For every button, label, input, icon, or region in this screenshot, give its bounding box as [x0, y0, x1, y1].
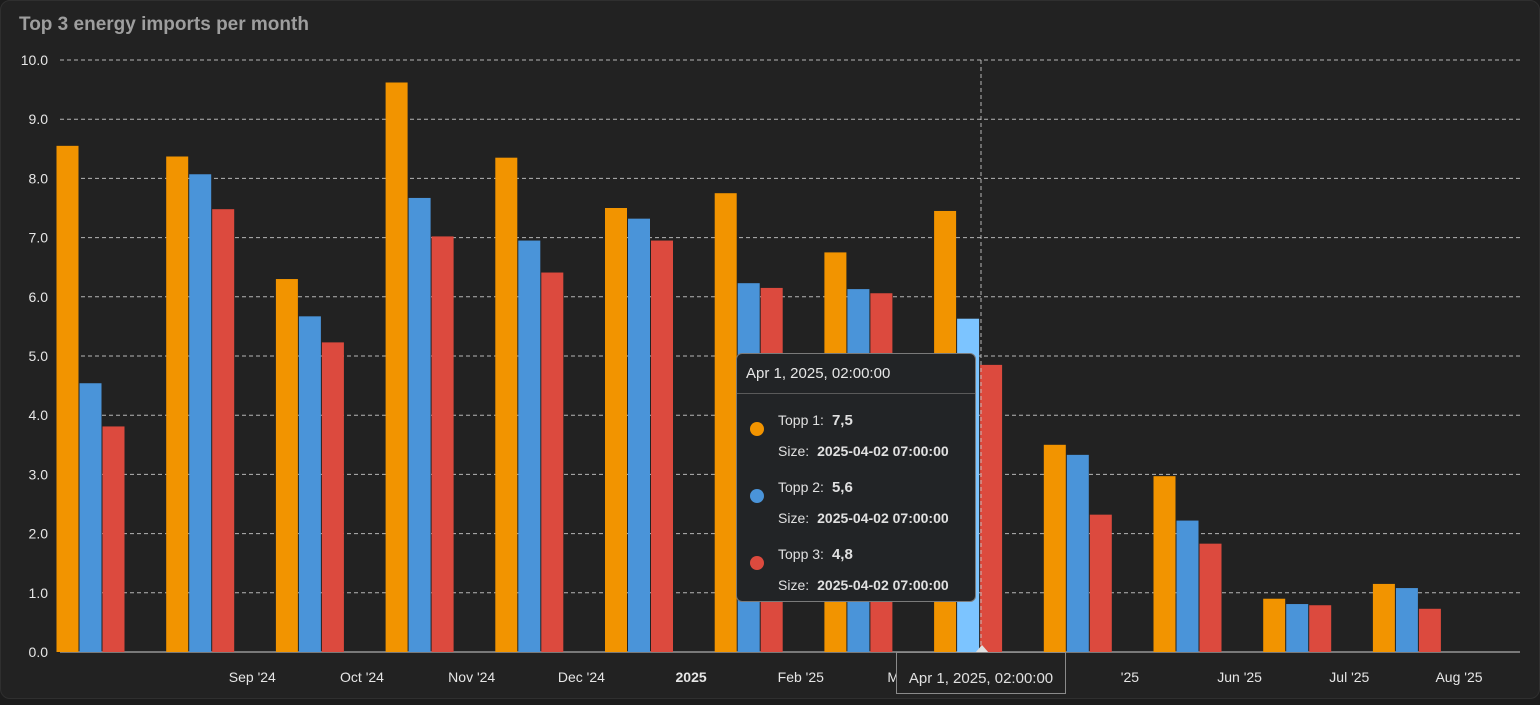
bar-topp1-2[interactable]	[275, 279, 298, 652]
x-tick-label: Sep '24	[229, 669, 276, 685]
bar-topp2-1[interactable]	[189, 174, 212, 653]
bar-topp2-12[interactable]	[1395, 588, 1418, 652]
bar-topp3-10[interactable]	[1199, 543, 1222, 652]
topp1-legend-dot-icon	[750, 422, 764, 436]
bar-topp2-0[interactable]	[79, 383, 102, 652]
y-tick-label: 3.0	[29, 466, 49, 482]
x-tick-label: '25	[1121, 669, 1139, 685]
tooltip-series-value: 5,6	[831, 479, 853, 496]
bar-topp2-9[interactable]	[1066, 454, 1089, 652]
bar-topp1-9[interactable]	[1043, 444, 1066, 652]
bar-topp2-11[interactable]	[1286, 604, 1309, 652]
bar-topp3-12[interactable]	[1418, 608, 1441, 652]
bar-topp3-8[interactable]	[980, 364, 1003, 652]
y-tick-label: 10.0	[21, 52, 48, 68]
bar-topp1-6[interactable]	[714, 193, 737, 652]
tooltip-size-value: 2025-04-02 07:00:00	[817, 510, 949, 526]
tooltip-header: Apr 1, 2025, 02:00:00	[737, 354, 975, 394]
bar-topp1-4[interactable]	[495, 157, 518, 652]
bar-topp3-4[interactable]	[541, 272, 564, 652]
bar-topp1-1[interactable]	[166, 156, 189, 652]
bar-topp1-10[interactable]	[1153, 476, 1176, 652]
tooltip-series-label: Topp 3:	[778, 546, 824, 562]
bar-topp3-11[interactable]	[1309, 605, 1332, 652]
y-tick-label: 1.0	[29, 585, 49, 601]
bar-topp3-3[interactable]	[431, 236, 454, 652]
x-tick-label: Feb '25	[778, 669, 824, 685]
bar-topp2-3[interactable]	[408, 197, 431, 652]
bar-topp2-2[interactable]	[298, 316, 321, 652]
tooltip-size-label: Size:	[778, 510, 810, 526]
x-tick-label: 2025	[676, 669, 707, 685]
x-tick-label: Dec '24	[558, 669, 605, 685]
chart-title: Top 3 energy imports per month	[19, 14, 309, 35]
y-tick-label: 2.0	[29, 526, 49, 542]
x-tick-label: Oct '24	[340, 669, 384, 685]
bar-topp3-5[interactable]	[651, 240, 673, 652]
y-tick-label: 5.0	[29, 348, 49, 364]
bar-topp2-10[interactable]	[1176, 520, 1199, 652]
y-tick-label: 8.0	[29, 170, 49, 186]
tooltip-size-value: 2025-04-02 07:00:00	[817, 443, 949, 459]
y-tick-label: 0.0	[29, 644, 49, 660]
tooltip-series-label: Topp 1:	[778, 412, 824, 428]
axis-pointer-arrow-icon	[975, 645, 989, 653]
bar-topp1-3[interactable]	[385, 82, 408, 653]
bar-topp3-1[interactable]	[212, 209, 235, 652]
x-tick-label: Nov '24	[448, 669, 495, 685]
y-tick-label: 6.0	[29, 289, 49, 305]
bar-topp3-2[interactable]	[321, 342, 344, 652]
tooltip-series-value: 4,8	[831, 546, 853, 563]
bar-topp3-9[interactable]	[1089, 514, 1112, 652]
x-tick-label: Aug '25	[1435, 669, 1482, 685]
topp3-legend-dot-icon	[750, 556, 764, 570]
bar-topp2-5[interactable]	[628, 218, 650, 652]
tooltip-series-value: 7,5	[831, 412, 853, 429]
bar-topp2-4[interactable]	[518, 240, 541, 652]
x-tick-label: Jun '25	[1217, 669, 1262, 685]
tooltip-size-value: 2025-04-02 07:00:00	[817, 577, 949, 593]
tooltip-size-label: Size:	[778, 443, 810, 459]
bar-topp1-5[interactable]	[605, 208, 627, 652]
x-tick-label: Jul '25	[1329, 669, 1369, 685]
y-tick-label: 9.0	[29, 111, 49, 127]
y-tick-label: 7.0	[29, 230, 49, 246]
y-tick-label: 4.0	[29, 407, 49, 423]
topp2-legend-dot-icon	[750, 489, 764, 503]
bar-topp1-12[interactable]	[1372, 583, 1395, 652]
chart-tooltip: Apr 1, 2025, 02:00:00 Topp 1: 7,5 Size: 20…	[736, 353, 976, 602]
bar-topp1-11[interactable]	[1263, 598, 1286, 652]
tooltip-series-label: Topp 2:	[778, 479, 824, 495]
tooltip-size-label: Size:	[778, 577, 810, 593]
bar-topp3-0[interactable]	[102, 426, 125, 652]
axis-pointer-label: Apr 1, 2025, 02:00:00	[896, 652, 1066, 694]
bar-topp1-0[interactable]	[56, 145, 79, 652]
